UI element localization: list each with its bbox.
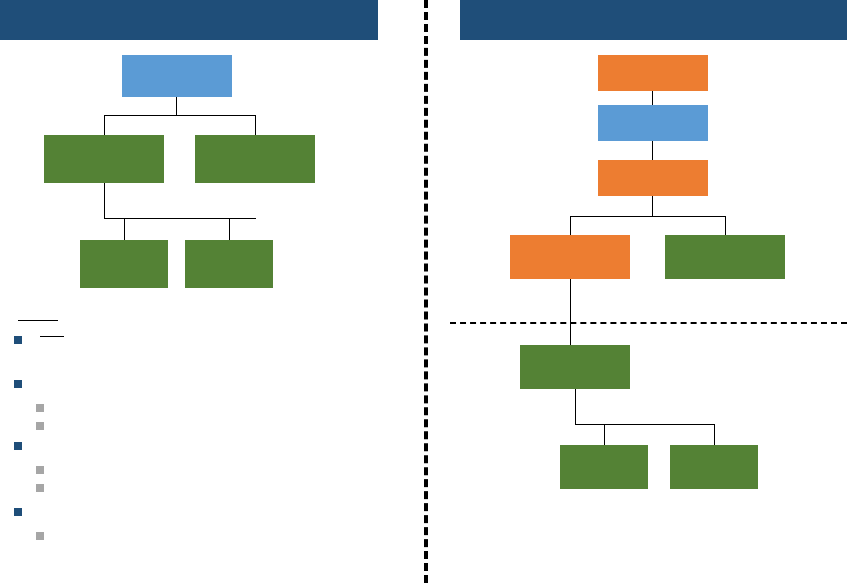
right-connector-2 — [652, 196, 653, 216]
legend-bullet-1 — [14, 380, 22, 388]
right-connector-10 — [714, 424, 715, 445]
legend-bullet-8 — [36, 532, 44, 540]
right-node-r-4a — [510, 235, 630, 279]
vertical-divider — [424, 0, 428, 583]
left-node-l-a — [44, 135, 164, 183]
legend-bullet-5 — [36, 422, 44, 430]
left-connector-1 — [104, 115, 256, 116]
right-connector-0 — [652, 91, 653, 105]
right-node-r-5 — [520, 345, 630, 389]
left-connector-4 — [104, 183, 105, 218]
right-node-r-6a — [560, 445, 648, 489]
right-node-r-4b — [665, 235, 785, 279]
right-connector-5 — [725, 216, 726, 235]
left-node-l-b — [195, 135, 315, 183]
right-node-r-6b — [670, 445, 758, 489]
left-connector-7 — [229, 218, 230, 240]
right-connector-7 — [575, 389, 576, 424]
right-node-r-1 — [598, 55, 708, 91]
legend-bullet-3 — [14, 508, 22, 516]
right-connector-6 — [570, 279, 571, 345]
legend-line-1 — [40, 336, 64, 337]
left-node-l-c — [80, 240, 168, 288]
right-connector-9 — [604, 424, 605, 445]
legend-bullet-7 — [36, 484, 44, 492]
legend-bullet-6 — [36, 466, 44, 474]
right-node-r-3 — [598, 160, 708, 196]
right-node-r-2 — [598, 105, 708, 141]
horizontal-divider — [450, 322, 847, 324]
legend-bullet-0 — [14, 336, 22, 344]
legend-line-0 — [18, 320, 58, 321]
left-connector-6 — [124, 218, 125, 240]
left-connector-5 — [104, 218, 256, 219]
right-panel-header — [460, 0, 847, 40]
right-connector-4 — [570, 216, 571, 235]
left-connector-3 — [255, 115, 256, 135]
right-connector-3 — [570, 216, 726, 217]
legend-bullet-4 — [36, 404, 44, 412]
legend-bullet-2 — [14, 442, 22, 450]
right-connector-1 — [652, 141, 653, 160]
right-connector-8 — [575, 424, 715, 425]
left-connector-2 — [104, 115, 105, 135]
left-panel-header — [0, 0, 378, 40]
left-node-l-root — [122, 55, 232, 97]
left-connector-0 — [176, 97, 177, 115]
left-node-l-d — [185, 240, 273, 288]
